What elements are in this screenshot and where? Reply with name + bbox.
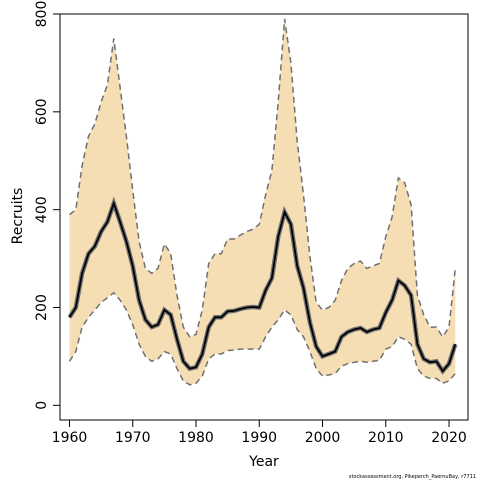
upper-bound-line bbox=[69, 18, 457, 339]
y-tick-label: 600 bbox=[34, 98, 50, 125]
y-tick-label: 0 bbox=[34, 401, 50, 410]
estimate-line-group bbox=[67, 196, 458, 375]
confidence-bounds bbox=[68, 18, 457, 386]
y-axis-title: Recruits bbox=[10, 188, 26, 245]
x-tick-label: 2010 bbox=[368, 430, 404, 446]
confidence-band-area bbox=[69, 18, 456, 385]
source-caption: stockassessment.org, Pikeperch_PaernuBay… bbox=[349, 474, 476, 480]
x-axis: 1960 1970 1980 1990 2000 2010 2020 bbox=[52, 419, 467, 446]
x-tick-label: 2020 bbox=[431, 430, 467, 446]
x-tick-label: 1990 bbox=[241, 430, 277, 446]
x-tick-label: 1980 bbox=[178, 430, 214, 446]
confidence-band bbox=[69, 18, 456, 385]
lower-bound-line bbox=[68, 291, 456, 386]
y-tick-label: 200 bbox=[34, 294, 50, 321]
x-axis-title: Year bbox=[248, 454, 279, 470]
estimate-line bbox=[68, 200, 457, 373]
y-tick-label: 800 bbox=[34, 1, 50, 28]
y-tick-label: 400 bbox=[34, 196, 50, 223]
x-tick-label: 2000 bbox=[305, 430, 341, 446]
x-tick-label: 1970 bbox=[115, 430, 151, 446]
x-tick-label: 1960 bbox=[52, 430, 88, 446]
y-axis: 0 200 400 600 800 bbox=[34, 1, 61, 410]
